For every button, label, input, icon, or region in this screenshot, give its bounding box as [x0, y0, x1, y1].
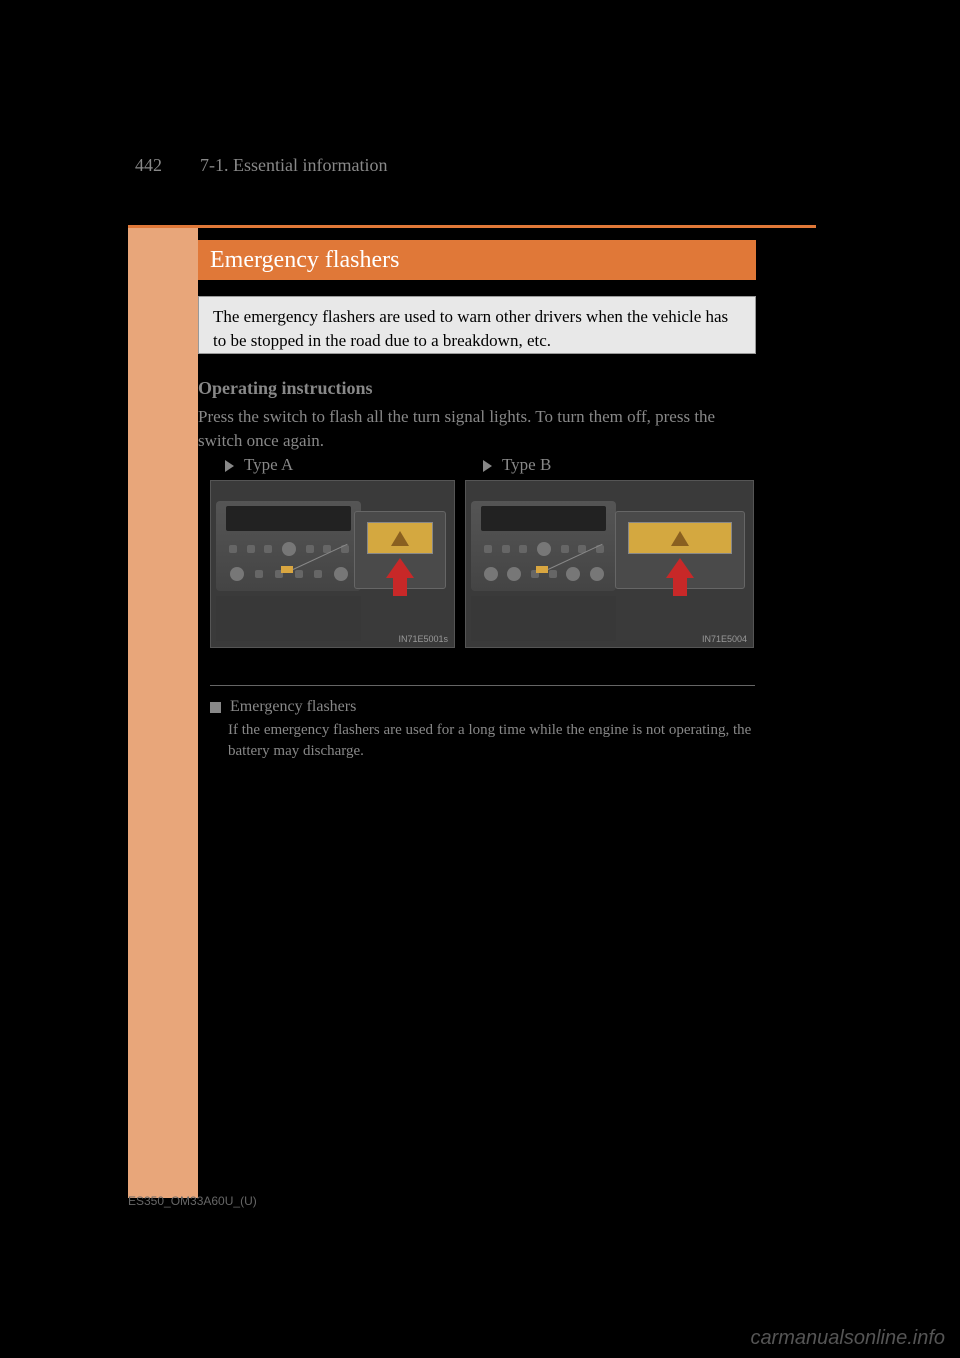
arrow-head [666, 558, 694, 578]
control-knob-icon [230, 567, 244, 581]
control-row [224, 561, 354, 586]
instruction-text: Press the switch to flash all the turn s… [198, 405, 756, 453]
chapter-header: 7-1. Essential information [200, 155, 387, 176]
control-knob-icon [282, 542, 296, 556]
dashboard-screen [226, 506, 351, 531]
hazard-button-location [281, 566, 293, 573]
operating-heading: Operating instructions [198, 378, 373, 399]
description-text: The emergency flashers are used to warn … [213, 305, 741, 353]
control-button-icon [502, 545, 510, 553]
triangle-marker-icon [225, 460, 234, 472]
control-knob-icon [507, 567, 521, 581]
watermark: carmanualsonline.info [750, 1327, 945, 1350]
type-b-label: Type B [483, 455, 551, 475]
hazard-button-closeup [367, 522, 433, 554]
model-code: ES350_OM33A60U_(U) [128, 1194, 257, 1208]
description-box: The emergency flashers are used to warn … [198, 296, 756, 354]
press-arrow-icon [386, 558, 414, 596]
hazard-triangle-icon [671, 531, 689, 546]
horizontal-divider [210, 685, 755, 686]
dashboard-controls [479, 536, 609, 586]
note-bullet-icon [210, 702, 221, 713]
callout-box [354, 511, 446, 589]
control-knob-icon [590, 567, 604, 581]
arrow-body [673, 578, 687, 596]
type-a-label: Type A [225, 455, 293, 475]
control-button-icon [519, 545, 527, 553]
control-button-icon [306, 545, 314, 553]
dashboard-controls [224, 536, 354, 586]
hazard-triangle-icon [391, 531, 409, 546]
control-button-icon [255, 570, 263, 578]
chapter-sidebar [128, 228, 198, 1198]
diagram-type-a: IN71E5001s [210, 480, 455, 648]
lower-dashboard [471, 596, 616, 641]
type-a-text: Type A [244, 455, 293, 474]
callout-box [615, 511, 745, 589]
triangle-marker-icon [483, 460, 492, 472]
dashboard-screen [481, 506, 606, 531]
control-button-icon [314, 570, 322, 578]
section-title: Emergency flashers [210, 247, 399, 274]
control-button-icon [561, 545, 569, 553]
diagram-type-b: IN71E5004 [465, 480, 754, 648]
control-knob-icon [537, 542, 551, 556]
diagram-code-b: IN71E5004 [702, 634, 747, 644]
lower-dashboard [216, 596, 361, 641]
arrow-head [386, 558, 414, 578]
control-knob-icon [334, 567, 348, 581]
hazard-button-closeup [628, 522, 732, 554]
control-button-icon [484, 545, 492, 553]
control-button-icon [549, 570, 557, 578]
section-divider [128, 225, 816, 228]
control-button-icon [295, 570, 303, 578]
press-arrow-icon [666, 558, 694, 596]
diagram-code-a: IN71E5001s [398, 634, 448, 644]
note-text: If the emergency flashers are used for a… [228, 720, 756, 762]
hazard-button-location [536, 566, 548, 573]
section-title-bar: Emergency flashers [198, 240, 756, 280]
arrow-body [393, 578, 407, 596]
control-button-icon [247, 545, 255, 553]
control-button-icon [229, 545, 237, 553]
control-button-icon [264, 545, 272, 553]
control-knob-icon [566, 567, 580, 581]
page-number: 442 [135, 155, 162, 176]
control-knob-icon [484, 567, 498, 581]
control-row [479, 561, 609, 586]
note-heading: Emergency flashers [230, 698, 356, 716]
type-b-text: Type B [502, 455, 551, 474]
